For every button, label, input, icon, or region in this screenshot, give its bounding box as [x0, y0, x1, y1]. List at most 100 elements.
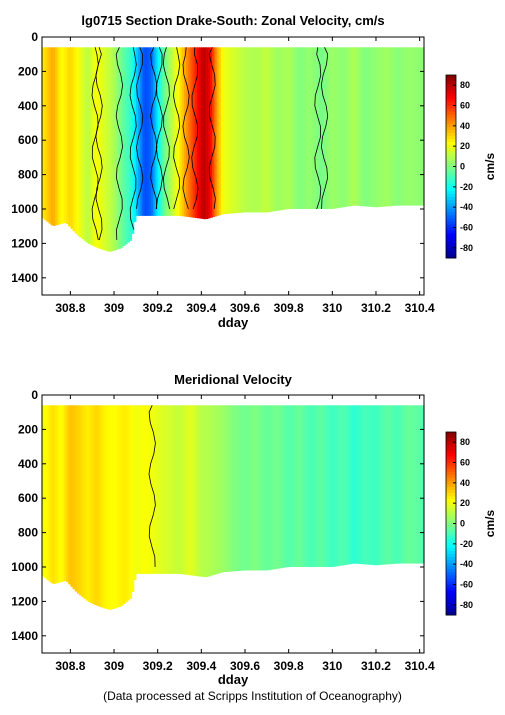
x-tick-label: 310 [322, 659, 342, 673]
heatmap-column [393, 405, 397, 564]
heatmap-column [124, 47, 128, 245]
heatmap-column [325, 405, 329, 567]
x-tick-label: 308.8 [55, 301, 85, 315]
y-tick-label: 800 [18, 526, 38, 540]
heatmap-column [44, 47, 47, 221]
heatmap-column [146, 405, 150, 574]
colorbar-tick-label: 20 [460, 498, 470, 508]
heatmap-column [354, 47, 357, 206]
heatmap-column [306, 405, 309, 567]
heatmap-column [172, 47, 176, 216]
colorbar-segment [446, 236, 456, 241]
colorbar-segment [446, 108, 456, 113]
heatmap-column [52, 47, 56, 226]
heatmap-column [249, 405, 253, 571]
heatmap-column [92, 47, 95, 246]
heatmap-column [314, 47, 318, 209]
heatmap-column [397, 405, 401, 564]
heatmap-column [371, 47, 375, 208]
heatmap-column [63, 405, 67, 582]
heatmap-column [284, 405, 288, 568]
colorbar-segment [446, 526, 456, 531]
colorbar-segment [446, 441, 456, 445]
heatmap-column [220, 47, 224, 215]
heatmap-column [332, 405, 336, 567]
heatmap-column [404, 47, 408, 206]
heatmap-column [100, 47, 104, 250]
heatmap-column [186, 47, 189, 217]
heatmap-column [247, 405, 250, 571]
x-tick-label: 309 [104, 659, 124, 673]
heatmap-column [127, 405, 130, 601]
heatmap-column [57, 47, 61, 225]
heatmap-column [153, 405, 157, 574]
heatmap-column [308, 47, 312, 209]
heatmap-column [138, 405, 141, 574]
colorbar-segment [446, 84, 456, 88]
heatmap-column [207, 405, 211, 577]
y-tick-label: 1400 [11, 629, 38, 643]
heatmap-column [247, 47, 250, 213]
heatmap-column [234, 47, 237, 214]
heatmap-column [360, 47, 364, 207]
heatmap-column [421, 405, 425, 564]
y-tick-label: 1000 [11, 202, 38, 216]
heatmap-column [218, 405, 222, 574]
contour-line [115, 47, 124, 241]
heatmap-column [341, 47, 344, 208]
heatmap-column [225, 47, 229, 214]
heatmap-column [87, 405, 91, 602]
heatmap-column [399, 405, 403, 564]
heatmap-column [124, 405, 128, 603]
heatmap-column [135, 47, 139, 216]
heatmap-column [70, 47, 74, 229]
x-tick-label: 309.4 [186, 301, 216, 315]
colorbar-segment [446, 206, 456, 210]
heatmap-column [354, 405, 357, 564]
x-tick-label: 309.2 [143, 301, 173, 315]
colorbar-label: cm/s [483, 153, 497, 181]
heatmap-column [373, 47, 377, 208]
heatmap-column [188, 47, 192, 218]
y-tick-label: 600 [18, 133, 38, 147]
heatmap-column [59, 47, 63, 225]
heatmap-column [312, 405, 316, 567]
heatmap-column [186, 405, 189, 575]
heatmap-column [94, 47, 98, 248]
heatmap-column [166, 405, 170, 574]
colorbar-segment [446, 111, 456, 116]
heatmap-column [264, 405, 268, 571]
colorbar-segment [446, 465, 456, 470]
colorbar-segment [446, 123, 456, 128]
heatmap-column [323, 405, 327, 567]
x-tick-label: 310.2 [361, 659, 391, 673]
x-tick-label: 310.4 [405, 301, 435, 315]
heatmap-column [55, 47, 58, 226]
heatmap-column [85, 47, 89, 243]
heatmap-column [210, 405, 213, 576]
heatmap-column [196, 405, 200, 577]
heatmap-column [168, 405, 172, 574]
heatmap-column [63, 47, 67, 224]
colorbar-segment [446, 132, 456, 137]
heatmap-column [251, 47, 255, 213]
colorbar-segment [446, 529, 456, 534]
heatmap-column [90, 405, 93, 603]
heatmap-column [365, 405, 368, 565]
colorbar-segment [446, 435, 456, 439]
colorbar-segment [446, 163, 456, 167]
heatmap-column [251, 405, 255, 571]
heatmap-column [386, 47, 390, 207]
heatmap-column [295, 47, 298, 209]
colorbar-segment [446, 489, 456, 494]
x-tick-label: 308.8 [55, 659, 85, 673]
heatmap-column [413, 47, 416, 206]
heatmap-column [144, 405, 148, 574]
heatmap-column [52, 405, 56, 584]
heatmap-column [301, 405, 305, 567]
colorbar-segment [446, 172, 456, 177]
heatmap-column [408, 405, 412, 564]
colorbar-tick-label: 80 [460, 437, 470, 447]
colorbar-segment [446, 93, 456, 97]
heatmap-column [114, 47, 117, 251]
